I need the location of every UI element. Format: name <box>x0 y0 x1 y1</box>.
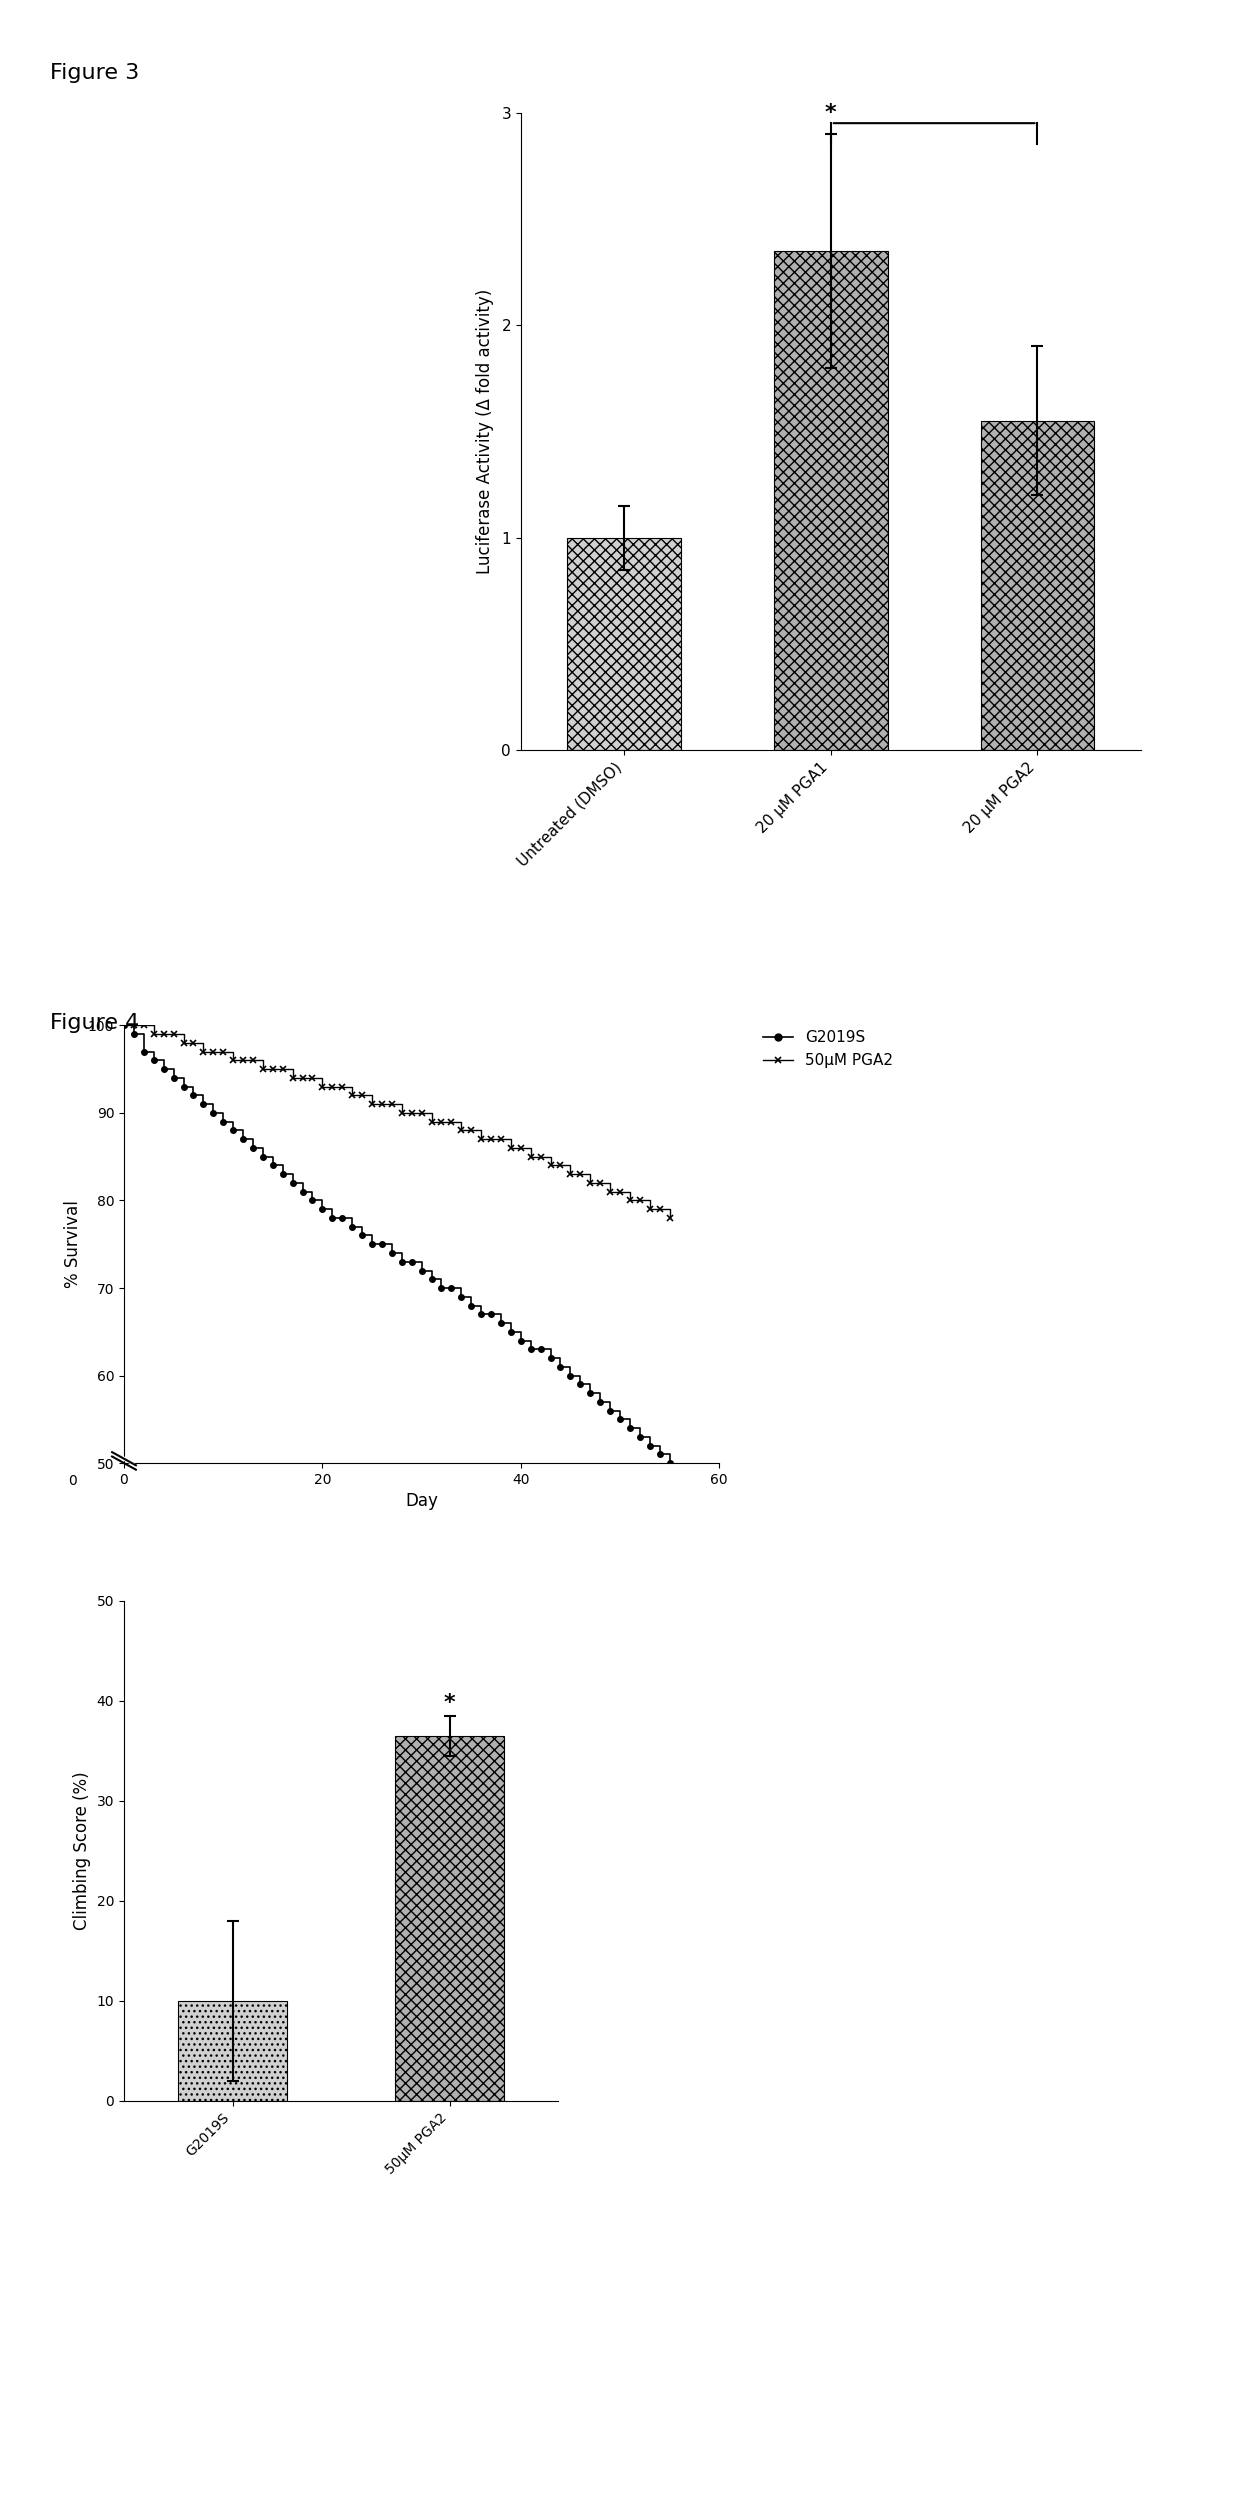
Bar <box>774 250 888 750</box>
Bar <box>567 538 681 750</box>
Y-axis label: Luciferase Activity (Δ fold activity): Luciferase Activity (Δ fold activity) <box>476 288 495 575</box>
Y-axis label: Climbing Score (%): Climbing Score (%) <box>73 1771 91 1931</box>
Bar <box>179 2001 286 2101</box>
Legend: G2019S, 50μM PGA2: G2019S, 50μM PGA2 <box>756 1025 899 1073</box>
Text: *: * <box>444 1693 455 1713</box>
Y-axis label: % Survival: % Survival <box>64 1200 82 1288</box>
X-axis label: Day: Day <box>405 1493 438 1511</box>
Bar <box>396 1736 503 2101</box>
Text: Figure 3: Figure 3 <box>50 63 139 83</box>
Text: *: * <box>825 103 837 123</box>
Bar <box>981 420 1094 750</box>
Text: Figure 4: Figure 4 <box>50 1013 139 1033</box>
Text: 0: 0 <box>68 1473 77 1488</box>
